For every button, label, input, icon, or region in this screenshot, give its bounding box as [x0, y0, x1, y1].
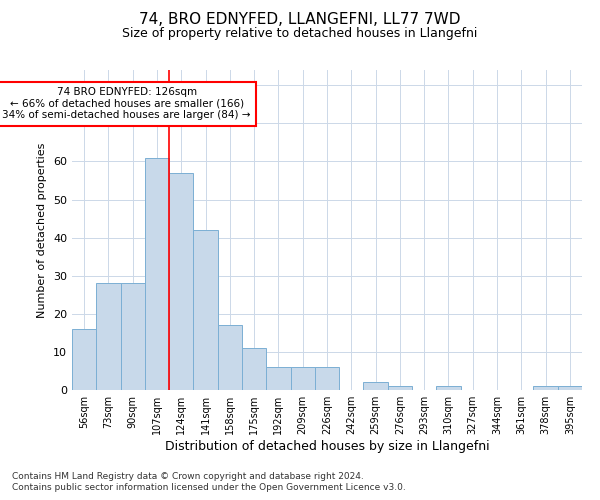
- Bar: [169, 173, 193, 390]
- Bar: [218, 325, 242, 390]
- Bar: [290, 367, 315, 390]
- Bar: [436, 386, 461, 390]
- Text: 74, BRO EDNYFED, LLANGEFNI, LL77 7WD: 74, BRO EDNYFED, LLANGEFNI, LL77 7WD: [139, 12, 461, 28]
- Bar: [96, 284, 121, 390]
- Text: Contains public sector information licensed under the Open Government Licence v3: Contains public sector information licen…: [12, 484, 406, 492]
- Text: 74 BRO EDNYFED: 126sqm
← 66% of detached houses are smaller (166)
34% of semi-de: 74 BRO EDNYFED: 126sqm ← 66% of detached…: [2, 87, 251, 120]
- Bar: [242, 348, 266, 390]
- Bar: [193, 230, 218, 390]
- Bar: [558, 386, 582, 390]
- Bar: [266, 367, 290, 390]
- Text: Size of property relative to detached houses in Llangefni: Size of property relative to detached ho…: [122, 28, 478, 40]
- Bar: [315, 367, 339, 390]
- Bar: [145, 158, 169, 390]
- Text: Contains HM Land Registry data © Crown copyright and database right 2024.: Contains HM Land Registry data © Crown c…: [12, 472, 364, 481]
- Bar: [533, 386, 558, 390]
- X-axis label: Distribution of detached houses by size in Llangefni: Distribution of detached houses by size …: [164, 440, 490, 453]
- Bar: [364, 382, 388, 390]
- Y-axis label: Number of detached properties: Number of detached properties: [37, 142, 47, 318]
- Bar: [72, 329, 96, 390]
- Bar: [121, 284, 145, 390]
- Bar: [388, 386, 412, 390]
